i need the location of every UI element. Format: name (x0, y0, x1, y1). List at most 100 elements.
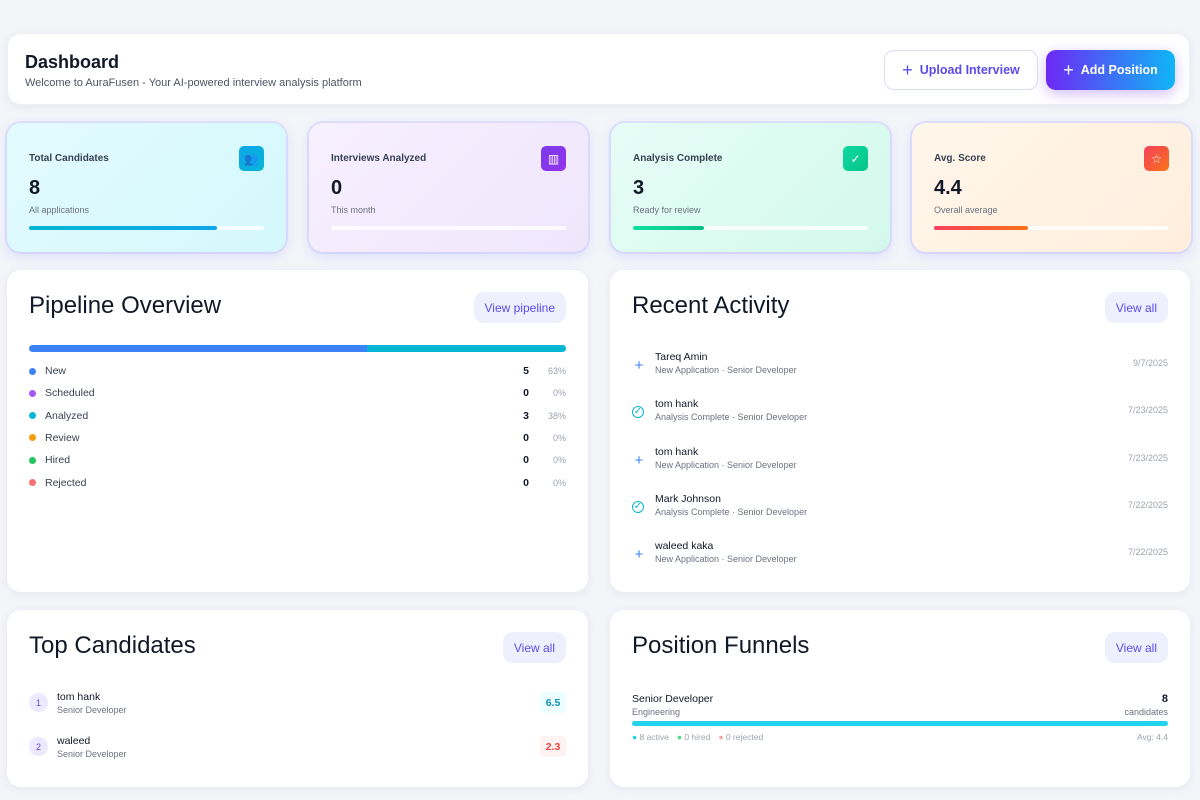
funnel-position: Senior Developer (632, 693, 714, 705)
rank-badge: 2 (29, 737, 48, 756)
stage-percent: 0% (552, 477, 566, 488)
activity-date: 7/22/2025 (1127, 547, 1168, 558)
activity-date: 7/23/2025 (1127, 405, 1168, 416)
upload-label: Upload Interview (919, 63, 1020, 77)
stage-dot (29, 367, 36, 375)
stat-value: 4.4 (934, 177, 962, 199)
plus-icon: + (1063, 60, 1074, 80)
stage-count: 0 (523, 454, 529, 467)
candidate-role: Senior Developer (57, 705, 127, 715)
stage-dot (29, 456, 36, 464)
panel-title: Top Candidates (29, 632, 196, 659)
check-circle-icon: ✓ (632, 500, 644, 513)
activity-item[interactable]: ✓ tom hank Analysis Complete · Senior Deve… (632, 398, 1168, 428)
page-header: Dashboard Welcome to AuraFusen - Your AI… (7, 33, 1190, 105)
recent-activity-panel: Recent Activity View all + Tareq Amin New … (610, 270, 1190, 592)
stage-percent: 0% (552, 388, 566, 399)
score-badge: 2.3 (540, 736, 566, 757)
pipeline-stage: Review 0 0% (29, 430, 566, 446)
activity-name: waleed kaka (655, 540, 714, 553)
funnel-count-label: candidates (1124, 707, 1168, 717)
activity-date: 9/7/2025 (1132, 358, 1168, 368)
stage-percent: 0% (552, 455, 566, 466)
stage-name: Scheduled (45, 387, 95, 400)
stage-name: New (45, 365, 67, 377)
check-circle-icon: ✓ (843, 146, 868, 171)
stat-progress (29, 226, 264, 230)
stat-sub: Overall average (934, 205, 998, 215)
add-position-button[interactable]: + Add Position (1046, 50, 1175, 90)
candidate-row[interactable]: 2 waleed Senior Developer 2.3 (29, 735, 566, 765)
position-funnels-panel: Position Funnels View all Senior Develop… (610, 610, 1190, 787)
funnel-hired: ● 0 hired (676, 732, 711, 742)
stage-percent: 0% (552, 432, 566, 443)
upload-interview-button[interactable]: + Upload Interview (884, 50, 1038, 90)
stat-value: 8 (29, 177, 41, 199)
activity-item[interactable]: + Tareq Amin New Application · Senior Deve… (632, 351, 1168, 381)
score-badge: 6.5 (540, 692, 566, 713)
plus-icon: + (634, 451, 644, 469)
stat-label: Avg. Score (934, 153, 986, 164)
pipeline-stage: New 5 63% (29, 363, 566, 379)
activity-detail: New Application · Senior Developer (655, 554, 797, 565)
stat-progress (934, 226, 1169, 230)
activity-item[interactable]: ✓ Mark Johnson Analysis Complete · Senior … (632, 493, 1168, 523)
stage-dot (29, 434, 36, 442)
stat-value: 0 (331, 177, 343, 199)
activity-item[interactable]: + tom hank New Application · Senior Develo… (632, 446, 1168, 476)
add-label: Add Position (1080, 63, 1158, 77)
pipeline-bar-segment (367, 345, 566, 352)
check-circle-icon: ✓ (632, 406, 644, 419)
activity-detail: New Application · Senior Developer (655, 365, 797, 375)
funnel-bar (632, 721, 1168, 726)
view-all-funnels-button[interactable]: View all (1104, 632, 1168, 663)
stage-percent: 38% (547, 410, 566, 421)
pipeline-bar (29, 345, 566, 352)
activity-item[interactable]: + waleed kaka New Application · Senior Dev… (632, 540, 1168, 570)
funnel-rejected: ● 0 rejected (718, 732, 764, 742)
plus-icon: + (634, 357, 644, 374)
stage-count: 3 (523, 409, 529, 422)
activity-name: Mark Johnson (655, 492, 721, 505)
stage-percent: 63% (547, 366, 566, 376)
stage-count: 0 (523, 431, 529, 444)
stat-progress (331, 226, 566, 230)
chart-icon: ▥ (541, 146, 566, 171)
stat-card: Interviews Analyzed ▥ 0 This month (309, 123, 588, 252)
candidate-row[interactable]: 1 tom hank Senior Developer 6.5 (29, 691, 566, 721)
funnel-avg: Avg: 4.4 (1136, 732, 1168, 742)
stage-count: 0 (523, 387, 529, 400)
pipeline-stage: Scheduled 0 0% (29, 385, 566, 401)
stat-label: Interviews Analyzed (331, 153, 427, 164)
stage-name: Analyzed (45, 409, 89, 422)
stage-name: Review (45, 431, 80, 444)
users-icon: 👥 (239, 146, 264, 171)
activity-detail: Analysis Complete · Senior Developer (655, 506, 808, 517)
top-candidates-panel: Top Candidates View all 1 tom hank Senior … (7, 610, 588, 787)
activity-date: 7/22/2025 (1127, 499, 1168, 510)
candidate-role: Senior Developer (57, 749, 127, 759)
panel-title: Pipeline Overview (29, 292, 222, 319)
activity-detail: Analysis Complete · Senior Developer (655, 412, 808, 423)
page-title: Dashboard (25, 52, 120, 72)
pipeline-bar-segment (29, 345, 368, 352)
stat-sub: All applications (29, 205, 90, 215)
pipeline-overview-panel: Pipeline Overview View pipeline New 5 63% S… (7, 270, 588, 592)
page-subtitle: Welcome to AuraFusen - Your AI-powered i… (25, 77, 362, 89)
stat-sub: Ready for review (633, 205, 701, 215)
pipeline-stage: Rejected 0 0% (29, 475, 566, 491)
activity-date: 7/23/2025 (1127, 452, 1168, 463)
stat-card: Analysis Complete ✓ 3 Ready for review (611, 123, 890, 252)
stat-sub: This month (331, 205, 376, 215)
stat-value: 3 (633, 177, 645, 199)
stage-name: Hired (45, 454, 71, 467)
activity-name: tom hank (655, 398, 699, 411)
view-pipeline-button[interactable]: View pipeline (473, 292, 566, 323)
view-all-candidates-button[interactable]: View all (502, 632, 566, 663)
stat-progress (633, 226, 868, 230)
view-all-activity-button[interactable]: View all (1104, 292, 1168, 323)
star-icon: ☆ (1144, 146, 1169, 171)
funnel-item[interactable]: Senior Developer Engineering 8 candidate… (632, 693, 1168, 753)
funnel-count: 8 (1161, 693, 1168, 705)
activity-name: tom hank (655, 445, 699, 458)
